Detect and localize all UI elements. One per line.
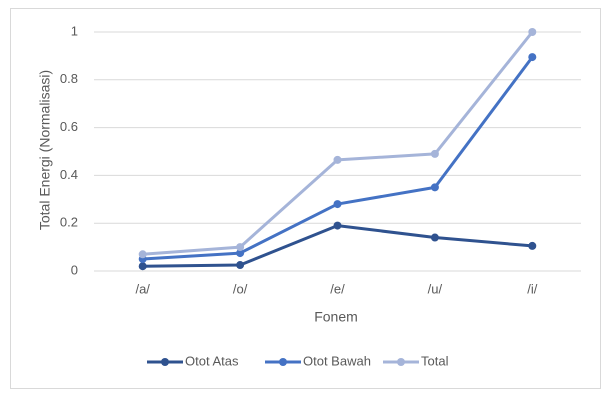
data-point [236,243,245,252]
legend-marker [397,358,405,366]
data-point [528,28,537,36]
legend-marker [279,358,287,366]
chart-border [10,8,601,389]
legend-label: Otot Atas [185,353,239,368]
x-tick-label: /o/ [233,281,248,296]
y-tick-label: 0.4 [60,167,78,182]
y-axis-title: Total Energi (Normalisasi) [37,70,53,230]
data-point [528,53,537,62]
legend-label: Otot Bawah [303,353,371,368]
data-point [333,155,342,164]
data-point [333,200,342,209]
y-tick-label: 0.2 [60,215,78,230]
legend-marker [161,358,169,366]
y-tick-label: 1 [71,23,78,38]
x-tick-label: /a/ [135,281,150,296]
data-point [236,261,245,270]
data-point [333,221,342,230]
data-point [138,250,147,259]
legend-label: Total [421,353,449,368]
x-tick-label: /i/ [527,281,538,296]
x-axis-title: Fonem [314,309,358,325]
data-point [236,249,245,258]
y-tick-label: 0 [71,262,78,277]
data-point [138,262,147,271]
data-point [430,183,439,192]
x-tick-label: /u/ [428,281,443,296]
data-point [528,241,537,250]
y-tick-label: 0.6 [60,119,78,134]
data-point [430,233,439,242]
y-tick-label: 0.8 [60,71,78,86]
x-tick-label: /e/ [330,281,345,296]
data-point [430,149,439,158]
